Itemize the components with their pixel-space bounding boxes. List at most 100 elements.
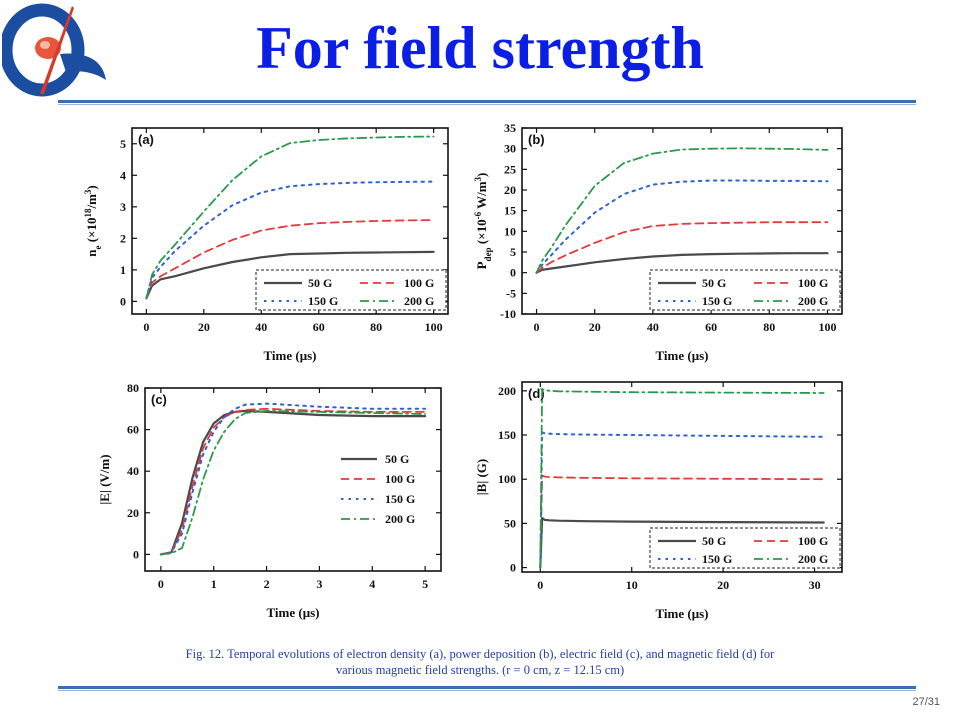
chart-b-ytick-label-10: -10 <box>500 307 516 321</box>
chart-c-xlabel: Time (μs) <box>267 605 320 620</box>
chart-b-ytick-label-5: 5 <box>510 245 516 259</box>
chart-b-ytick-label-25: 25 <box>504 162 516 176</box>
chart-b-ytick-label-15: 15 <box>504 204 516 218</box>
chart-b-xtick-label-100: 100 <box>818 320 836 334</box>
chart-d-ytick-label-200: 200 <box>498 384 516 398</box>
chart-c-legend-label-150-g: 150 G <box>385 492 415 506</box>
chart-c-xtick-label-2: 2 <box>264 577 270 591</box>
chart-b-xlabel: Time (μs) <box>656 348 709 363</box>
chart-d-xtick-label-30: 30 <box>809 578 821 592</box>
chart-d-xlabel: Time (μs) <box>656 606 709 621</box>
chart-b-xtick-label-20: 20 <box>589 320 601 334</box>
chart-b-ytick-label-10: 10 <box>504 224 516 238</box>
chart-a-xtick-label-80: 80 <box>370 320 382 334</box>
chart-c-legend-label-50-g: 50 G <box>385 452 409 466</box>
chart-c-ylabel: |E| (V/m) <box>97 454 112 504</box>
chart-a-series-200-g <box>145 135 435 300</box>
chart-b-xtick-label-40: 40 <box>647 320 659 334</box>
chart-c-xtick-label-3: 3 <box>316 577 322 591</box>
chart-d-series-100-g <box>539 474 825 569</box>
footer-rule-thin <box>58 690 916 691</box>
chart-a-ytick-label-3: 3 <box>120 200 126 214</box>
chart-c-xtick-label-4: 4 <box>369 577 375 591</box>
chart-a-xtick-label-100: 100 <box>425 320 443 334</box>
chart-c-legend-label-200-g: 200 G <box>385 512 415 526</box>
header-rule-thin <box>58 104 916 105</box>
chart-a-legend-label-200-g: 200 G <box>404 294 434 308</box>
chart-b-series-200-g <box>535 147 829 274</box>
chart-c-ytick-label-20: 20 <box>127 506 139 520</box>
chart-d-xtick-label-0: 0 <box>537 578 543 592</box>
chart-b-series-150-g <box>535 179 829 274</box>
chart-d-ytick-label-100: 100 <box>498 472 516 486</box>
chart-b-ytick-label-30: 30 <box>504 142 516 156</box>
chart-d-xtick-label-10: 10 <box>626 578 638 592</box>
chart-panel-b: 0 20 40 60 80 100 -10 -5 0 5 10 15 20 25 30 35 (b) Time (… <box>470 120 850 375</box>
chart-b-series-50-g <box>535 252 829 274</box>
chart-c-xtick-label-1: 1 <box>211 577 217 591</box>
chart-c-series-150-g <box>159 402 427 556</box>
chart-b-series-100-g <box>535 221 829 274</box>
header-rule <box>58 100 916 103</box>
page-number: 27/31 <box>912 696 940 708</box>
footer-rule <box>58 686 916 689</box>
chart-d-ytick-label-0: 0 <box>510 561 516 575</box>
chart-b-legend-label-100-g: 100 G <box>798 276 828 290</box>
chart-b-ytick-label-20: 20 <box>504 183 516 197</box>
chart-panel-c: 0 1 2 3 4 5 0 20 40 60 80 (c) Time (μs) |E| (V/m) 50 G… <box>95 378 455 628</box>
institution-logo <box>0 2 114 98</box>
chart-d-legend-label-100-g: 100 G <box>798 534 828 548</box>
chart-a-xlabel: Time (μs) <box>264 348 317 363</box>
chart-c-series-200-g <box>160 410 426 556</box>
chart-a-ytick-label-1: 1 <box>120 263 126 277</box>
chart-b-legend-label-50-g: 50 G <box>702 276 726 290</box>
chart-b-frame <box>521 127 843 315</box>
chart-a-panel-label: (a) <box>138 132 154 147</box>
chart-panel-a: 0 20 40 60 80 100 0 1 2 3 4 5 (a) Time (μs) ne (×1018/… <box>80 120 460 375</box>
chart-b-svg: 0 20 40 60 80 100 -10 -5 0 5 10 15 20 25 30 35 (b) Time (… <box>473 121 843 363</box>
chart-d-series-150-g <box>539 431 825 569</box>
chart-panel-d: 0 10 20 30 0 50 100 150 200 (d) Time (μs) |B| (G) 50… <box>470 378 850 628</box>
chart-b-xtick-label-60: 60 <box>705 320 717 334</box>
chart-c-ytick-label-40: 40 <box>127 464 139 478</box>
chart-a-series-100-g <box>145 219 435 300</box>
chart-a-xtick-label-20: 20 <box>198 320 210 334</box>
chart-d-xtick-label-20: 20 <box>717 578 729 592</box>
chart-c-series-50-g <box>159 409 427 556</box>
chart-c-legend-label-100-g: 100 G <box>385 472 415 486</box>
chart-a-frame <box>131 127 449 315</box>
chart-a-ytick-label-0: 0 <box>120 294 126 308</box>
chart-a-series-150-g <box>145 180 435 300</box>
chart-a-xtick-label-0: 0 <box>143 320 149 334</box>
chart-d-legend-box <box>649 527 841 569</box>
chart-a-xtick-label-60: 60 <box>313 320 325 334</box>
chart-a-svg: 0 20 40 60 80 100 0 1 2 3 4 5 (a) Time (μs) ne (×1018/… <box>83 127 449 363</box>
chart-d-series-200-g <box>539 388 825 569</box>
caption-line-1: Fig. 12. Temporal evolutions of electron… <box>185 647 775 661</box>
figure-caption: Fig. 12. Temporal evolutions of electron… <box>80 646 880 678</box>
chart-b-ytick-label-0: 0 <box>510 266 516 280</box>
slide-title: For field strength <box>256 15 704 81</box>
chart-d-svg: 0 10 20 30 0 50 100 150 200 (d) Time (μs) |B| (G) 50… <box>474 381 843 621</box>
chart-c-frame <box>144 387 442 572</box>
chart-a-legend-label-100-g: 100 G <box>404 276 434 290</box>
chart-a-ytick-label-5: 5 <box>120 137 126 151</box>
chart-d-series-50-g <box>539 517 825 569</box>
chart-b-legend-label-150-g: 150 G <box>702 294 732 308</box>
chart-a-series-50-g <box>145 250 435 300</box>
chart-d-ytick-label-150: 150 <box>498 428 516 442</box>
chart-b-xtick-label-0: 0 <box>534 320 540 334</box>
caption-line-2: various magnetic field strengths. (r = 0… <box>335 663 625 677</box>
chart-d-frame <box>521 381 843 573</box>
chart-d-panel-label: (d) <box>528 386 545 401</box>
chart-d-legend-label-150-g: 150 G <box>702 552 732 566</box>
chart-a-ytick-label-2: 2 <box>120 231 126 245</box>
chart-b-panel-label: (b) <box>528 132 545 147</box>
chart-c-xtick-label-5: 5 <box>422 577 428 591</box>
chart-a-legend-label-50-g: 50 G <box>308 276 332 290</box>
chart-b-ytick-label-5: -5 <box>506 286 516 300</box>
chart-d-legend-label-50-g: 50 G <box>702 534 726 548</box>
chart-a-legend-label-150-g: 150 G <box>308 294 338 308</box>
chart-c-ytick-label-80: 80 <box>127 381 139 395</box>
chart-d-legend-label-200-g: 200 G <box>798 552 828 566</box>
